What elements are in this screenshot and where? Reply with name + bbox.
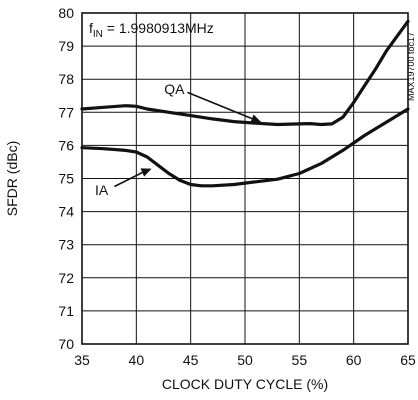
series-label-qa: QA: [164, 81, 185, 97]
freq-symbol: f: [89, 20, 93, 36]
series-layer: [80, 19, 410, 188]
y-tick-label: 70: [58, 336, 74, 352]
x-tick-label: 45: [183, 352, 199, 368]
y-tick-label: 71: [58, 303, 74, 319]
y-tick-label: 73: [58, 237, 74, 253]
x-tick-label: 35: [74, 352, 90, 368]
plot-frame: [81, 12, 409, 345]
y-tick-label: 76: [58, 137, 74, 153]
annotations: QA IA: [95, 81, 262, 198]
x-axis-label: CLOCK DUTY CYCLE (%): [162, 376, 328, 392]
tick-labels: 70 71 72 73 74 75 76 77 78 79 80 35 40 45 50 55 60 65: [58, 5, 416, 368]
y-tick-label: 78: [58, 71, 74, 87]
series-line-ia: [80, 107, 410, 188]
arrow-head-qa: [250, 114, 262, 123]
y-tick-label: 74: [58, 204, 74, 220]
y-tick-label: 75: [58, 171, 74, 187]
series-label-ia: IA: [95, 182, 109, 198]
figure-code: MAX19700 toc17: [406, 32, 416, 101]
freq-subscript: IN: [93, 29, 103, 40]
x-tick-label: 55: [292, 352, 308, 368]
y-tick-label: 72: [58, 270, 74, 286]
y-tick-label: 77: [58, 104, 74, 120]
freq-value: = 1.9980913MHz: [103, 20, 214, 36]
y-tick-label: 80: [58, 5, 74, 21]
arrow-shaft-ia: [114, 171, 143, 188]
arrow-head-ia: [140, 168, 152, 177]
series-line-qa: [80, 19, 410, 127]
frequency-annotation: fIN = 1.9980913MHz: [89, 20, 214, 40]
x-tick-label: 50: [237, 352, 253, 368]
arrow-shaft-qa: [187, 91, 253, 120]
x-tick-label: 40: [129, 352, 145, 368]
y-tick-label: 79: [58, 38, 74, 54]
x-tick-label: 65: [400, 352, 416, 368]
x-tick-label: 60: [346, 352, 362, 368]
y-axis-label: SFDR (dBc): [4, 141, 20, 216]
